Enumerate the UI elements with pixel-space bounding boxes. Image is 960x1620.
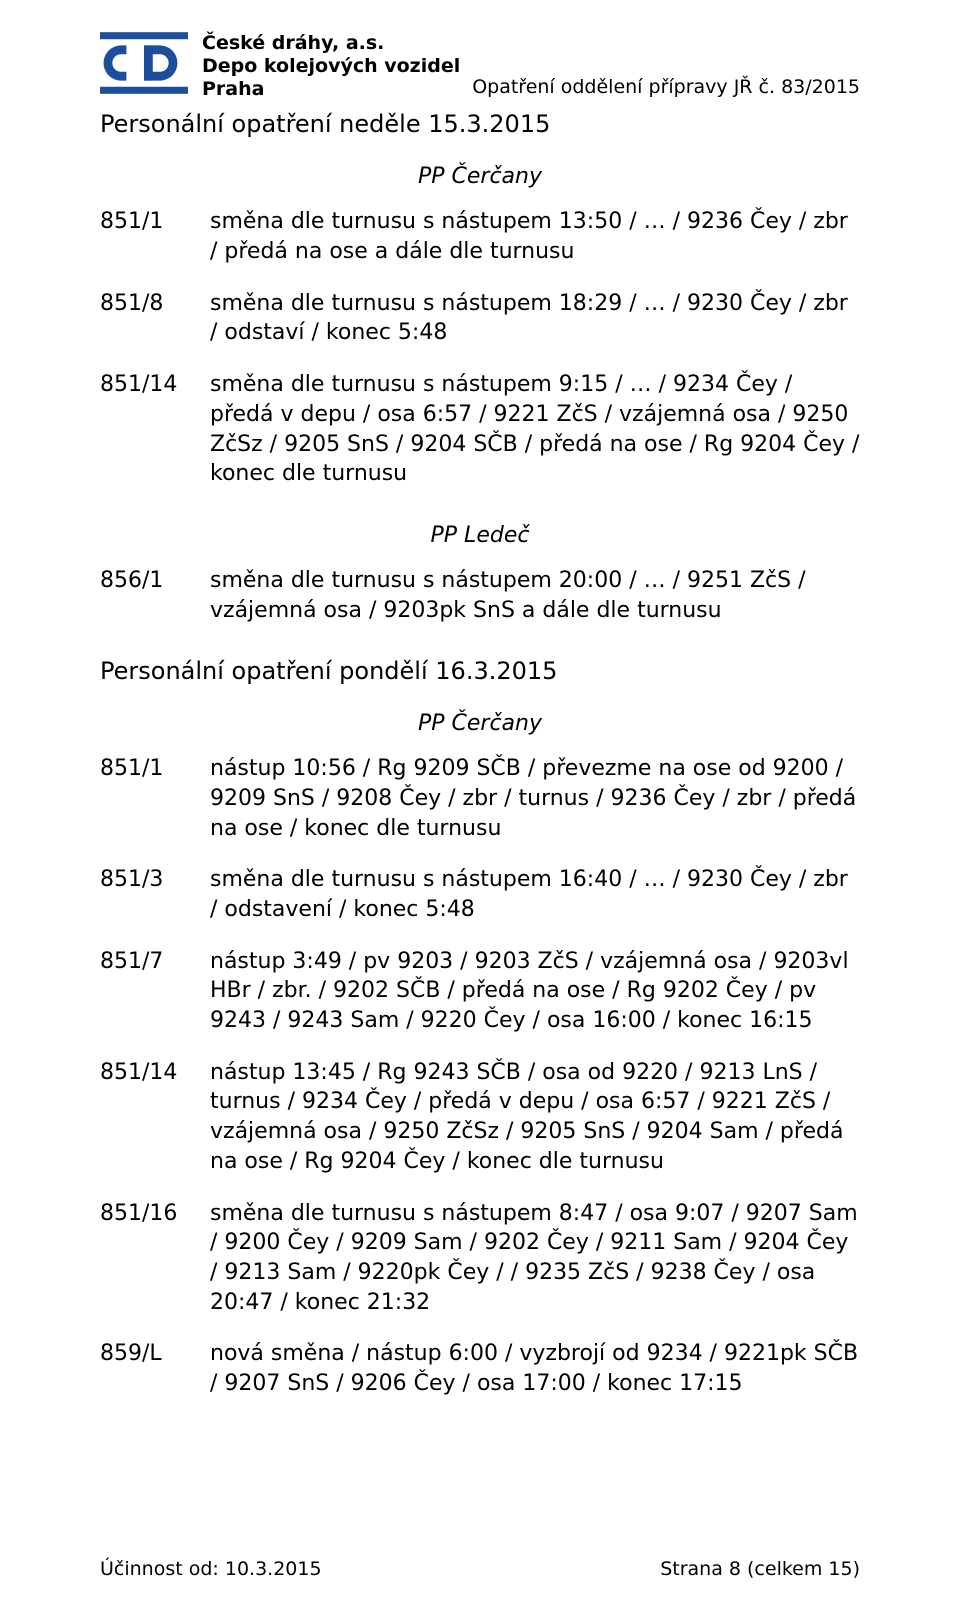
entry-row: 851/7 nástup 3:49 / pv 9203 / 9203 ZčS /… <box>100 947 860 1036</box>
entry-text: směna dle turnusu s nástupem 16:40 / … /… <box>210 865 860 924</box>
footer-right: Strana 8 (celkem 15) <box>660 1558 860 1580</box>
entry-code: 851/7 <box>100 947 210 977</box>
doc-ref: Opatření oddělení přípravy JŘ č. 83/2015 <box>472 76 860 100</box>
entry-code: 851/14 <box>100 1058 210 1088</box>
section-title-2: Personální opatření pondělí 16.3.2015 <box>100 657 860 685</box>
entry-code: 859/L <box>100 1339 210 1369</box>
entry-text: nástup 3:49 / pv 9203 / 9203 ZčS / vzáje… <box>210 947 860 1036</box>
entry-code: 851/1 <box>100 207 210 237</box>
cd-logo-icon <box>100 32 188 94</box>
entry-row: 851/14 směna dle turnusu s nástupem 9:15… <box>100 370 860 489</box>
entry-code: 851/8 <box>100 289 210 319</box>
entry-text: nástup 13:45 / Rg 9243 SČB / osa od 9220… <box>210 1058 860 1177</box>
entry-row: 851/3 směna dle turnusu s nástupem 16:40… <box>100 865 860 924</box>
entry-text: směna dle turnusu s nástupem 18:29 / … /… <box>210 289 860 348</box>
section-title-1: Personální opatření neděle 15.3.2015 <box>100 110 860 138</box>
entry-code: 856/1 <box>100 566 210 596</box>
pp-cercany-1: PP Čerčany <box>100 164 860 189</box>
entry-row: 856/1 směna dle turnusu s nástupem 20:00… <box>100 566 860 625</box>
entry-text: směna dle turnusu s nástupem 20:00 / … /… <box>210 566 860 625</box>
org-dept: Depo kolejových vozidel <box>202 55 860 78</box>
entry-row: 851/1 nástup 10:56 / Rg 9209 SČB / převe… <box>100 754 860 843</box>
org-name: České dráhy, a.s. <box>202 32 860 55</box>
pp-ledec: PP Ledeč <box>100 523 860 548</box>
footer: Účinnost od: 10.3.2015 Strana 8 (celkem … <box>100 1518 860 1580</box>
entry-text: směna dle turnusu s nástupem 13:50 / … /… <box>210 207 860 266</box>
page: České dráhy, a.s. Depo kolejových vozide… <box>0 0 960 1620</box>
entry-code: 851/16 <box>100 1199 210 1229</box>
entry-text: nástup 10:56 / Rg 9209 SČB / převezme na… <box>210 754 860 843</box>
pp-cercany-2: PP Čerčany <box>100 711 860 736</box>
entry-row: 851/8 směna dle turnusu s nástupem 18:29… <box>100 289 860 348</box>
entry-row: 851/1 směna dle turnusu s nástupem 13:50… <box>100 207 860 266</box>
entry-row: 851/14 nástup 13:45 / Rg 9243 SČB / osa … <box>100 1058 860 1177</box>
entry-code: 851/3 <box>100 865 210 895</box>
footer-left: Účinnost od: 10.3.2015 <box>100 1558 322 1580</box>
entry-text: nová směna / nástup 6:00 / vyzbrojí od 9… <box>210 1339 860 1398</box>
entry-text: směna dle turnusu s nástupem 9:15 / … / … <box>210 370 860 489</box>
entry-code: 851/14 <box>100 370 210 400</box>
entry-row: 859/L nová směna / nástup 6:00 / vyzbroj… <box>100 1339 860 1398</box>
entry-row: 851/16 směna dle turnusu s nástupem 8:47… <box>100 1199 860 1318</box>
entry-text: směna dle turnusu s nástupem 8:47 / osa … <box>210 1199 860 1318</box>
entry-code: 851/1 <box>100 754 210 784</box>
logo-block <box>100 32 188 98</box>
